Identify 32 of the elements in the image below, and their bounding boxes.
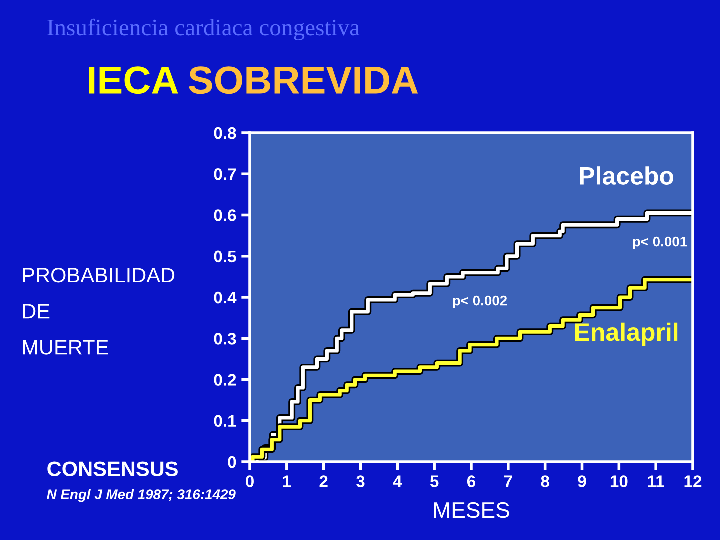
series-label: Placebo [580,166,674,185]
y-tick-label: 0.2 [214,374,236,386]
text: CONSENSUS [48,462,178,476]
x-tick-label: 3 [356,476,365,488]
y-tick-label: 0.7 [214,168,236,180]
x-tick-label: 2 [320,476,328,488]
y-tick-label: 0.6 [214,210,236,222]
x-tick-label: 9 [578,476,586,488]
text: N Engl J Med 1987; 316:1429 [47,489,236,502]
chart-subtitle: Insuficiencia cardiaca congestiva [48,18,360,41]
chart-title: IECA SOBREVIDA [89,66,418,94]
y-tick-label: 0.1 [214,415,236,428]
x-tick-label: 6 [467,476,476,488]
x-tick-label: 8 [541,476,550,488]
x-tick-label: 0 [246,476,254,488]
x-tick-label: 1 [283,476,292,488]
y-tick-label: 0.4 [214,292,237,304]
x-tick-label: 11 [648,476,664,488]
y-tick-label: 0.3 [214,333,236,345]
y-tick-label: 0.5 [214,250,236,263]
x-tick-label: 5 [430,476,439,488]
y-tick-label: 0.8 [214,127,236,140]
x-tick-label: 4 [393,476,402,488]
series-label: Enalapril [575,322,678,346]
x-tick-label: 7 [504,476,512,488]
x-tick-label: 10 [610,476,628,488]
x-axis-title: MESES [434,502,510,518]
y-axis-title: PROBABILIDAD DE MUERTE [23,268,175,355]
annotation: p< 0.002 [453,296,508,308]
x-tick-label: 12 [684,476,702,488]
y-tick-label: 0 [228,456,236,468]
annotation: p< 0.001 [633,236,688,250]
